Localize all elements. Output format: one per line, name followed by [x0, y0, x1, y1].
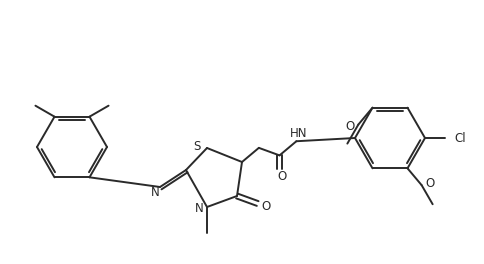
Text: Cl: Cl: [455, 131, 467, 144]
Text: O: O: [261, 200, 270, 213]
Text: HN: HN: [289, 127, 307, 140]
Text: O: O: [425, 177, 434, 190]
Text: S: S: [193, 139, 201, 153]
Text: N: N: [195, 202, 203, 215]
Text: N: N: [151, 186, 159, 199]
Text: O: O: [277, 170, 286, 183]
Text: O: O: [346, 120, 355, 133]
